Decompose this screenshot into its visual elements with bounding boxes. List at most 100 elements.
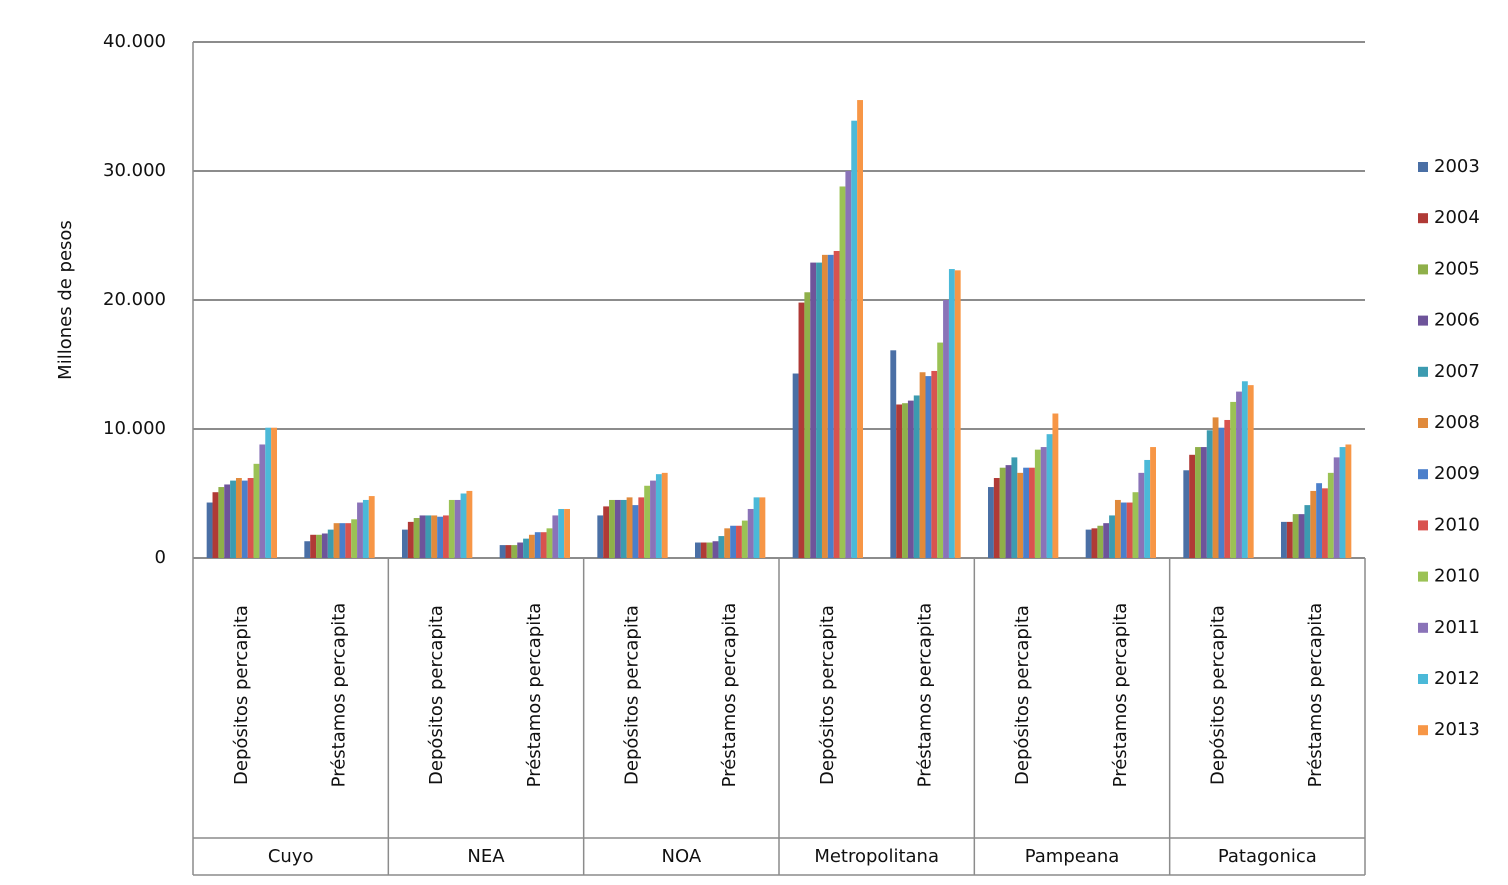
x-tick-label: Depósitos percapita: [817, 605, 838, 785]
bar: [1236, 391, 1242, 558]
bar: [1046, 434, 1053, 558]
bar: [316, 534, 322, 558]
bar: [954, 270, 961, 558]
bar: [247, 478, 254, 558]
bar: [1011, 457, 1018, 558]
bar: [1005, 465, 1012, 558]
bar: [259, 444, 266, 558]
bar: [1247, 385, 1254, 558]
bar: [1097, 525, 1104, 558]
bar: [718, 536, 725, 558]
bar: [816, 262, 822, 558]
bar: [827, 254, 834, 558]
bar: [1017, 472, 1024, 558]
bar: [988, 487, 994, 558]
bar: [695, 542, 701, 558]
group-label: Cuyo: [268, 846, 314, 867]
bar: [925, 376, 932, 558]
legend-swatch: [1418, 315, 1428, 326]
bar: [1189, 454, 1196, 558]
bar: [271, 427, 277, 558]
bar: [1091, 528, 1098, 558]
bar: [1109, 515, 1115, 558]
bar: [310, 534, 317, 558]
bar: [1150, 447, 1156, 558]
bar: [661, 472, 668, 558]
bar: [333, 523, 340, 558]
bar: [902, 403, 908, 558]
bar: [218, 487, 225, 558]
bar: [241, 480, 248, 558]
bar: [943, 300, 949, 558]
bar: [597, 515, 604, 558]
bar: [650, 480, 656, 558]
bar: [357, 502, 363, 558]
bar: [999, 467, 1006, 558]
bar: [1085, 529, 1092, 558]
bar: [224, 484, 231, 558]
bar: [626, 497, 633, 558]
group-label: NEA: [467, 846, 505, 867]
bar: [230, 480, 236, 558]
bar: [558, 508, 565, 558]
bar: [368, 496, 375, 558]
y-tick-label: 40.000: [103, 31, 166, 52]
bar: [759, 497, 766, 558]
bar: [1327, 472, 1334, 558]
bar: [700, 542, 707, 558]
bar: [505, 545, 512, 558]
bar: [425, 515, 432, 558]
bar: [454, 499, 461, 558]
group-label: Metropolitana: [814, 846, 939, 867]
x-tick-label: Préstamos percapita: [1305, 603, 1326, 788]
bar: [747, 508, 754, 558]
bar: [913, 395, 920, 558]
bar: [919, 372, 926, 558]
bar: [499, 545, 506, 558]
bar: [1304, 505, 1311, 558]
x-tick-label: Préstamos percapita: [915, 603, 936, 788]
bar: [517, 542, 524, 558]
bar: [948, 269, 955, 558]
bar: [1310, 490, 1317, 558]
legend-swatch: [1418, 571, 1428, 582]
legend-label: 2013: [1434, 719, 1480, 740]
bar: [792, 373, 799, 558]
legend-swatch: [1418, 520, 1428, 531]
x-tick-label: Depósitos percapita: [1012, 605, 1033, 785]
bar: [431, 515, 438, 558]
bar: [235, 478, 242, 558]
bar: [1218, 427, 1225, 558]
bar: [1034, 449, 1041, 558]
bar: [833, 250, 840, 559]
bar: [1241, 381, 1248, 558]
bar: [1316, 483, 1323, 558]
bar: [1052, 413, 1059, 558]
bar: [706, 542, 713, 558]
bar: [1132, 492, 1139, 558]
bar: [564, 508, 570, 558]
bar: [620, 499, 627, 558]
bar: [907, 400, 914, 558]
bar: [1345, 444, 1352, 558]
bar: [304, 541, 311, 558]
x-tick-label: Depósitos percapita: [1208, 605, 1229, 785]
legend-label: 2011: [1434, 617, 1480, 638]
bar: [614, 499, 621, 558]
bar: [1029, 467, 1035, 558]
legend-label: 2005: [1434, 258, 1480, 279]
bar: [1298, 514, 1305, 558]
bar: [534, 532, 541, 558]
bar: [546, 528, 553, 558]
x-tick-label: Depósitos percapita: [426, 605, 447, 785]
bar: [724, 528, 731, 558]
legend-label: 2004: [1434, 207, 1480, 228]
bar: [839, 186, 846, 559]
bar: [511, 545, 518, 558]
bar: [351, 519, 358, 558]
legend-label: 2006: [1434, 310, 1480, 331]
bar: [1138, 472, 1145, 558]
legend-label: 2007: [1434, 361, 1480, 382]
legend-label: 2010: [1434, 514, 1480, 535]
bar: [1103, 523, 1110, 558]
